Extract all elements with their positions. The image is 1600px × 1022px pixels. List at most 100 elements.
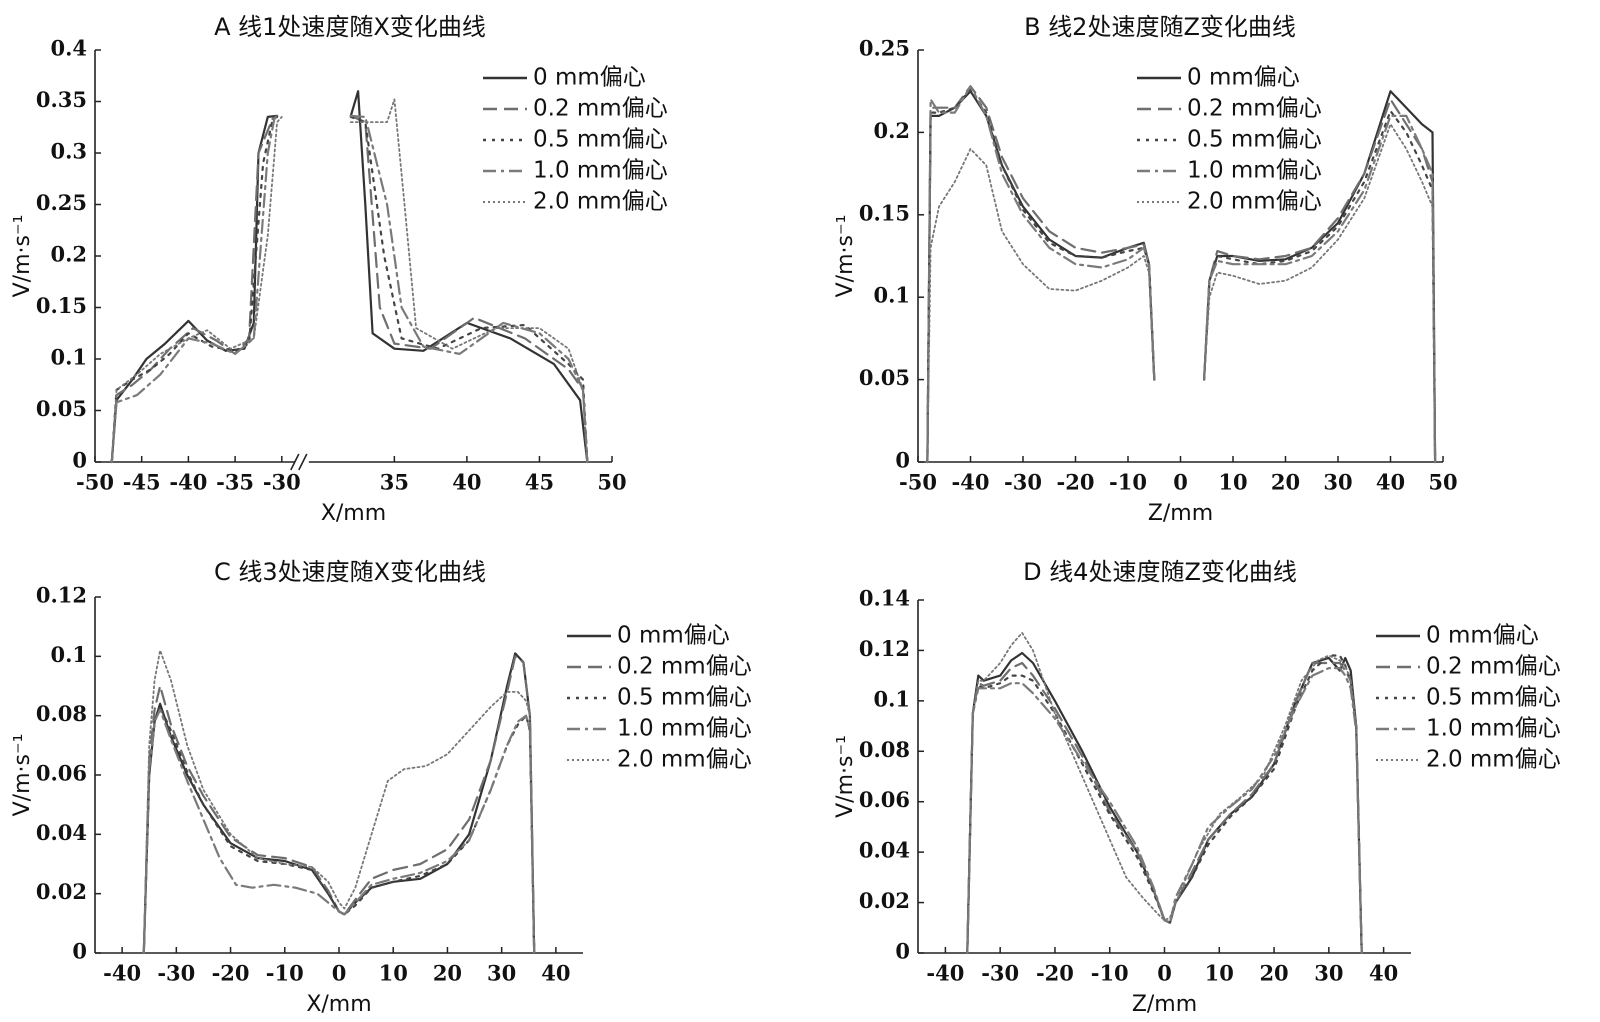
legend-label: 0 mm偏心 [617, 623, 730, 649]
legend-label: 0.2 mm偏心 [1426, 654, 1561, 680]
series-line-2 [110, 115, 279, 464]
x-axis-label: X/mm [306, 992, 371, 1017]
chart-panel-0: A 线1处速度随X变化曲线 0 0.05 0.1 0.15 0.2 0.25 0.3 0.35 0… [10, 13, 668, 526]
x-tick-label: 0 [1173, 470, 1188, 495]
legend-label: 1.0 mm偏心 [1426, 716, 1561, 742]
series-line-3 [966, 667, 1363, 955]
x-tick-label: 20 [1271, 470, 1300, 495]
y-tick-label: 0.02 [859, 888, 910, 913]
y-tick-label: 0.1 [50, 642, 87, 667]
x-tick-label: 50 [597, 470, 626, 495]
x-tick-label: 10 [379, 961, 408, 986]
y-tick-label: 0.15 [36, 293, 87, 318]
series-line-4 [966, 631, 1363, 954]
x-tick-label: -20 [1057, 470, 1095, 495]
legend-label: 0 mm偏心 [1187, 65, 1300, 91]
y-tick-label: 0.1 [873, 686, 910, 711]
x-tick-label: -40 [952, 470, 990, 495]
x-tick-label: 40 [541, 961, 570, 986]
y-tick-label: 0.04 [36, 820, 87, 845]
series-line-2 [926, 88, 1156, 464]
x-tick-label: 10 [1218, 470, 1247, 495]
chart-title: B 线2处速度随Z变化曲线 [1024, 13, 1296, 41]
series-line-3 [926, 85, 1156, 464]
series-line-4 [349, 98, 589, 463]
legend-label: 1.0 mm偏心 [533, 158, 668, 184]
y-axis-label: V/m·s⁻¹ [833, 735, 858, 818]
legend-label: 2.0 mm偏心 [1187, 189, 1322, 215]
series-line-1 [926, 85, 1156, 464]
y-tick-label: 0.05 [36, 396, 87, 421]
x-tick-label: 10 [1205, 961, 1234, 986]
y-tick-label: 0 [72, 448, 87, 473]
series-line-3 [349, 114, 589, 464]
x-tick-label: -30 [263, 470, 301, 495]
series-line-4 [110, 116, 283, 463]
x-tick-label: 45 [525, 470, 554, 495]
y-axis-label: V/m·s⁻¹ [10, 215, 35, 298]
series-line-1 [110, 114, 279, 464]
y-axis-label: V/m·s⁻¹ [833, 215, 858, 298]
y-tick-label: 0.3 [50, 139, 87, 164]
chart-title: D 线4处速度随Z变化曲线 [1023, 558, 1297, 586]
legend-label: 1.0 mm偏心 [617, 716, 752, 742]
y-tick-label: 0.04 [859, 838, 910, 863]
x-tick-label: 30 [1314, 961, 1343, 986]
x-tick-label: -20 [1036, 961, 1074, 986]
x-tick-label: -30 [981, 961, 1019, 986]
y-tick-label: 0.08 [859, 737, 910, 762]
chart-title: A 线1处速度随X变化曲线 [214, 13, 486, 41]
x-tick-label: 20 [1259, 961, 1288, 986]
legend-label: 0.2 mm偏心 [533, 96, 668, 122]
series-line-0 [110, 114, 279, 464]
y-tick-label: 0.25 [859, 36, 910, 61]
y-tick-label: 0.4 [50, 36, 87, 61]
y-tick-label: 0 [895, 939, 910, 964]
series-line-0 [349, 90, 589, 464]
y-tick-label: 0 [895, 448, 910, 473]
series-line-3 [110, 114, 279, 464]
legend-label: 0.2 mm偏心 [617, 654, 752, 680]
chart-title: C 线3处速度随X变化曲线 [214, 558, 486, 586]
x-tick-label: -50 [899, 470, 937, 495]
axis-break-mark [290, 453, 300, 471]
x-tick-label: -10 [266, 961, 304, 986]
legend-label: 2.0 mm偏心 [1426, 747, 1561, 773]
x-tick-label: 30 [487, 961, 516, 986]
x-tick-label: -50 [76, 470, 114, 495]
chart-panel-3: D 线4处速度随Z变化曲线 0 0.02 0.04 0.06 0.08 0.1 0.12 0.1… [833, 558, 1561, 1017]
y-tick-label: 0.06 [859, 787, 910, 812]
series-line-1 [349, 114, 589, 464]
series-line-0 [966, 651, 1363, 955]
legend-label: 0.5 mm偏心 [533, 127, 668, 153]
y-tick-label: 0.08 [36, 701, 87, 726]
y-tick-label: 0.15 [859, 200, 910, 225]
series-line-3 [1203, 114, 1437, 464]
y-tick-label: 0.2 [50, 242, 87, 267]
series-line-4 [142, 649, 536, 954]
x-tick-label: -40 [926, 961, 964, 986]
x-axis-label: Z/mm [1148, 501, 1213, 526]
legend-label: 0.5 mm偏心 [1426, 685, 1561, 711]
y-tick-label: 0.12 [859, 636, 910, 661]
legend-label: 0.2 mm偏心 [1187, 96, 1322, 122]
x-tick-label: -10 [1091, 961, 1129, 986]
y-tick-label: 0.2 [873, 118, 910, 143]
x-tick-label: -40 [169, 470, 207, 495]
legend-label: 2.0 mm偏心 [617, 747, 752, 773]
x-tick-label: -35 [216, 470, 254, 495]
x-tick-label: -20 [212, 961, 250, 986]
y-tick-label: 0.1 [873, 283, 910, 308]
legend-label: 2.0 mm偏心 [533, 189, 668, 215]
legend-label: 0 mm偏心 [533, 65, 646, 91]
y-tick-label: 0.05 [859, 365, 910, 390]
y-tick-label: 0.25 [36, 190, 87, 215]
x-axis-label: Z/mm [1132, 992, 1197, 1017]
y-tick-label: 0 [72, 939, 87, 964]
x-tick-label: 40 [1369, 961, 1398, 986]
series-line-4 [926, 148, 1156, 463]
series-line-2 [349, 115, 589, 464]
series-line-2 [966, 654, 1363, 955]
series-line-4 [1203, 123, 1436, 463]
